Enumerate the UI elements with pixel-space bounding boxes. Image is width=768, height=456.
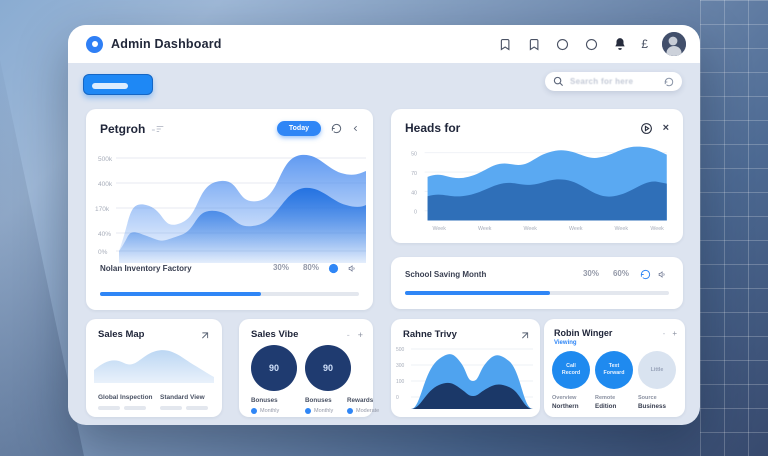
svg-text:40: 40 (411, 190, 417, 196)
svg-text:300: 300 (396, 363, 405, 369)
svg-text:170k: 170k (95, 206, 110, 213)
svg-text:500k: 500k (98, 156, 113, 163)
svg-text:Week: Week (478, 226, 492, 232)
svg-text:Week: Week (569, 226, 583, 232)
svg-text:Week: Week (432, 226, 446, 232)
svg-text:400k: 400k (98, 181, 113, 188)
svg-text:Week: Week (650, 226, 664, 232)
svg-text:0: 0 (396, 395, 399, 401)
svg-text:70: 70 (411, 171, 417, 177)
svg-text:40%: 40% (98, 231, 111, 238)
svg-text:0%: 0% (98, 249, 108, 256)
svg-text:500: 500 (396, 347, 405, 353)
svg-text:50: 50 (411, 152, 417, 158)
svg-text:100: 100 (396, 379, 405, 385)
svg-text:Week: Week (615, 226, 629, 232)
svg-text:0: 0 (414, 210, 417, 216)
svg-text:Week: Week (523, 226, 537, 232)
